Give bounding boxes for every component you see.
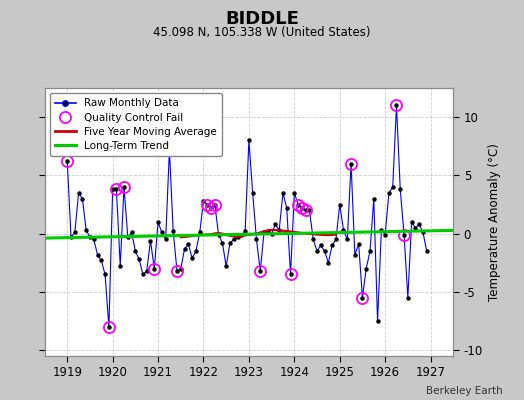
Text: BIDDLE: BIDDLE [225, 10, 299, 28]
Text: Berkeley Earth: Berkeley Earth [427, 386, 503, 396]
Legend: Raw Monthly Data, Quality Control Fail, Five Year Moving Average, Long-Term Tren: Raw Monthly Data, Quality Control Fail, … [50, 93, 222, 156]
Y-axis label: Temperature Anomaly (°C): Temperature Anomaly (°C) [488, 143, 501, 301]
Text: 45.098 N, 105.338 W (United States): 45.098 N, 105.338 W (United States) [153, 26, 371, 39]
